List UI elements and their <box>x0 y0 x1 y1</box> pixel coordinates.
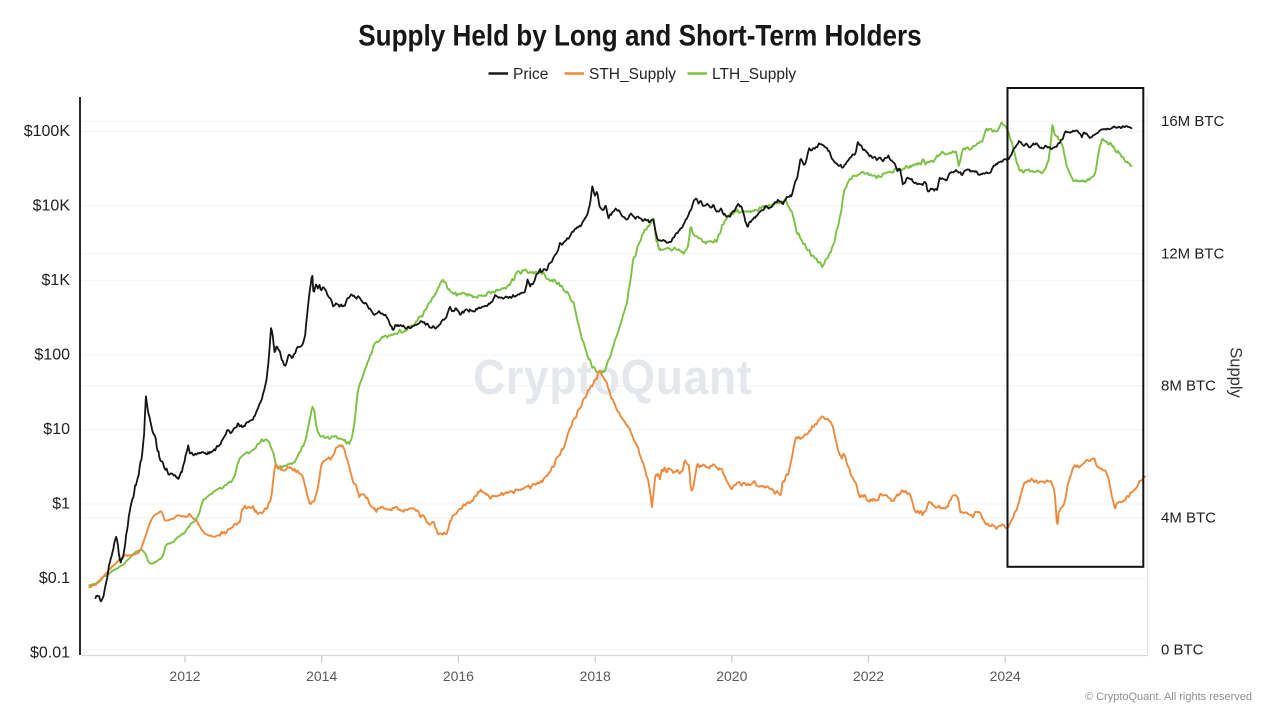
svg-text:$10: $10 <box>43 421 70 438</box>
svg-text:Supply Held by Long and Short-: Supply Held by Long and Short-Term Holde… <box>358 19 921 52</box>
svg-text:Price: Price <box>513 66 548 83</box>
svg-text:LTH_Supply: LTH_Supply <box>712 66 796 83</box>
svg-text:4M BTC: 4M BTC <box>1161 510 1216 527</box>
svg-text:2014: 2014 <box>306 668 337 684</box>
svg-text:$0.1: $0.1 <box>39 570 70 587</box>
svg-text:2018: 2018 <box>580 668 611 684</box>
svg-text:$10K: $10K <box>33 197 71 214</box>
svg-text:Supply: Supply <box>1227 347 1245 398</box>
svg-text:2020: 2020 <box>716 668 747 684</box>
svg-text:$1K: $1K <box>42 272 71 289</box>
svg-text:© CryptoQuant. All rights rese: © CryptoQuant. All rights reserved <box>1085 691 1252 703</box>
svg-text:$100: $100 <box>34 346 70 363</box>
svg-text:2016: 2016 <box>443 668 474 684</box>
svg-text:2022: 2022 <box>853 668 884 684</box>
svg-text:0 BTC: 0 BTC <box>1161 642 1204 659</box>
svg-text:2012: 2012 <box>169 668 200 684</box>
svg-text:12M BTC: 12M BTC <box>1161 245 1225 262</box>
svg-text:8M BTC: 8M BTC <box>1161 377 1216 394</box>
svg-text:CryptoQuant: CryptoQuant <box>473 350 752 405</box>
svg-text:$1: $1 <box>52 495 70 512</box>
svg-text:$100K: $100K <box>24 123 71 140</box>
svg-text:$0.01: $0.01 <box>30 644 70 661</box>
svg-text:16M BTC: 16M BTC <box>1161 113 1225 130</box>
svg-text:STH_Supply: STH_Supply <box>589 66 676 83</box>
svg-text:2024: 2024 <box>990 668 1021 684</box>
